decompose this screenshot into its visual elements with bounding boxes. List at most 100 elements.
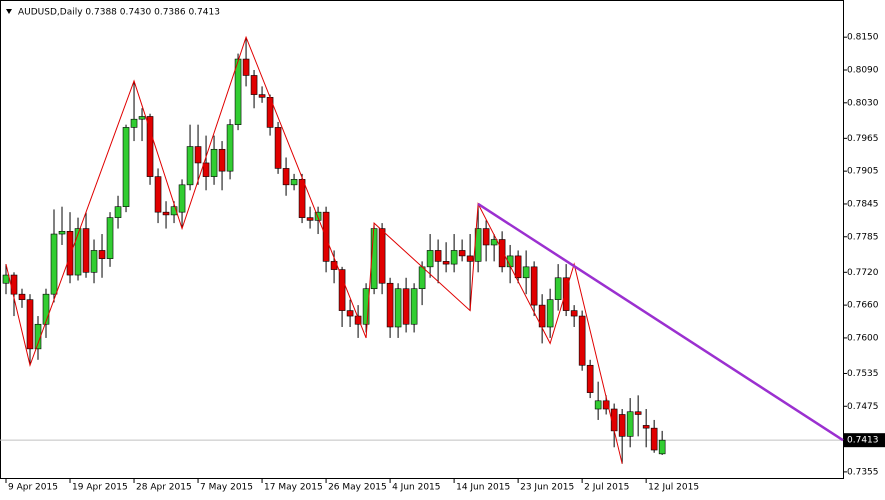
- candle-body: [58, 230, 66, 235]
- x-tick-label: 2 Jul 2015: [584, 483, 629, 493]
- x-tick-label: 7 May 2015: [200, 483, 253, 493]
- candle-body: [146, 116, 154, 177]
- x-tick-label: 17 May 2015: [264, 483, 323, 493]
- y-tick-label: 0.7660: [847, 301, 879, 311]
- candle-body: [282, 168, 290, 186]
- x-tick-label: 19 Apr 2015: [72, 483, 128, 493]
- y-tick-label: 0.8150: [847, 33, 879, 43]
- x-tick-label: 28 Apr 2015: [136, 483, 192, 493]
- candle-body: [530, 266, 538, 306]
- candle-body: [562, 277, 570, 311]
- y-tick-label: 0.7475: [847, 402, 879, 412]
- candle-body: [42, 293, 50, 325]
- candle-body: [194, 146, 202, 164]
- candle-body: [98, 250, 106, 259]
- candle-body: [242, 58, 250, 76]
- candle-body: [186, 146, 194, 186]
- candle-body: [626, 411, 634, 437]
- candle-body: [250, 75, 258, 95]
- candle-body: [578, 315, 586, 366]
- candle-body: [386, 282, 394, 328]
- candle-body: [514, 255, 522, 279]
- candle-body: [90, 250, 98, 273]
- chart-title: AUDUSD,Daily 0.7388 0.7430 0.7386 0.7413: [18, 8, 220, 18]
- x-tick-label: 26 May 2015: [328, 483, 387, 493]
- candle-body: [178, 184, 186, 213]
- y-tick-label: 0.7905: [847, 167, 879, 177]
- candle-body: [442, 261, 450, 265]
- y-tick-label: 0.7535: [847, 369, 879, 379]
- y-tick-label: 0.7600: [847, 333, 879, 343]
- candle-body: [106, 217, 114, 259]
- candle-body: [466, 255, 474, 262]
- candle-body: [162, 211, 170, 216]
- x-tick-label: 9 Apr 2015: [8, 483, 58, 493]
- candle-body: [138, 116, 146, 120]
- candle-body: [394, 288, 402, 328]
- candle-body: [658, 439, 666, 455]
- y-tick-label: 0.7720: [847, 268, 879, 278]
- y-tick-label: 0.8090: [847, 65, 879, 75]
- zigzag-line: [5, 35, 623, 464]
- candle-body: [450, 250, 458, 265]
- candle-body: [402, 288, 410, 325]
- y-tick-label: 0.7785: [847, 232, 879, 242]
- current-price-label: 0.7413: [847, 436, 879, 446]
- candle-body: [298, 179, 306, 218]
- candle-body: [570, 310, 578, 317]
- candle-body: [354, 315, 362, 325]
- candle-body: [154, 176, 162, 213]
- y-tick-label: 0.7965: [847, 134, 879, 144]
- plot-frame: [0, 0, 844, 479]
- candle-body: [346, 310, 354, 317]
- candle-body: [586, 364, 594, 393]
- y-tick-label: 0.7845: [847, 199, 879, 209]
- trend-line: [477, 202, 844, 442]
- candle-body: [82, 228, 90, 273]
- candle-body: [314, 211, 322, 221]
- candle-body: [602, 400, 610, 410]
- candle-body: [2, 274, 10, 284]
- candle-body: [170, 206, 178, 216]
- y-tick-label: 0.7355: [847, 467, 879, 477]
- candle-body: [522, 266, 530, 279]
- x-tick-label: 12 Jul 2015: [648, 483, 699, 493]
- candle-body: [434, 250, 442, 262]
- x-tick-label: 23 Jun 2015: [520, 483, 574, 493]
- candle-body: [362, 288, 370, 325]
- candle-body: [74, 228, 82, 276]
- candle-body: [498, 239, 506, 268]
- candle-body: [634, 411, 642, 415]
- candle-body: [274, 127, 282, 169]
- candle-body: [114, 206, 122, 218]
- candle-body: [642, 425, 650, 429]
- candle-body: [618, 414, 626, 437]
- candle-body: [26, 299, 34, 350]
- x-tick-label: 4 Jun 2015: [392, 483, 440, 493]
- candle-body: [210, 148, 218, 177]
- candle-body: [130, 118, 138, 128]
- y-tick-label: 0.8030: [847, 98, 879, 108]
- candle-body: [66, 230, 74, 276]
- candle-body: [338, 269, 346, 311]
- menu-arrow[interactable]: [6, 9, 12, 14]
- candle-body: [10, 274, 18, 295]
- candle-body: [546, 299, 554, 328]
- candle-body: [18, 293, 26, 300]
- candle-body: [458, 250, 466, 257]
- candle-body: [226, 124, 234, 172]
- candle-body: [418, 266, 426, 290]
- candle-body: [290, 179, 298, 186]
- candle-body: [482, 228, 490, 246]
- candle-body: [50, 233, 58, 295]
- candle-body: [122, 127, 130, 207]
- candle-body: [306, 217, 314, 221]
- x-tick-label: 14 Jun 2015: [456, 483, 510, 493]
- candle-body: [258, 94, 266, 98]
- candle-body: [410, 288, 418, 325]
- candle-body: [202, 162, 210, 177]
- candle-body: [594, 400, 602, 410]
- current-price-box: [844, 433, 885, 448]
